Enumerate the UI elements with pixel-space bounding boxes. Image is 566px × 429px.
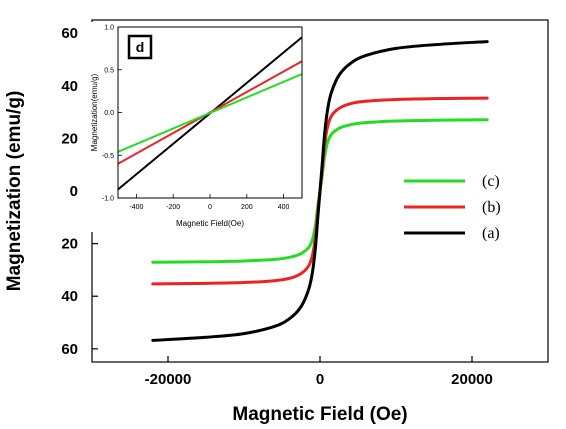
legend-label: (c) [482, 173, 500, 190]
inset-series [118, 36, 302, 191]
main-series-line [151, 40, 489, 342]
inset-y-tick-label: -0.5 [102, 153, 114, 160]
inset-y-axis-label: Magnetization(emu/g) [90, 73, 99, 151]
inset-y-tick-label: 1.0 [104, 25, 114, 32]
inset-x-tick-label: 0 [208, 204, 212, 211]
legend-label: (b) [482, 199, 501, 216]
x-tick-label: -20000 [145, 371, 192, 388]
inset-x-tick-label: 200 [241, 204, 253, 211]
inset-x-axis-label: Magnetic Field(Oe) [176, 219, 244, 228]
x-tick-label: 0 [316, 371, 324, 388]
inset-chart: -400 -200 0 200 400 1.0 0.5 0.0 -0.5 -1.0 d Magne… [84, 22, 308, 232]
inset-background [84, 22, 308, 232]
y-tick-label: 20 [61, 130, 78, 147]
inset-x-tick-label: -200 [166, 204, 180, 211]
y-axis-label: Magnetization (emu/g) [4, 91, 25, 292]
x-tick-label: 20000 [451, 371, 493, 388]
y-tick-label: 60 [61, 341, 78, 358]
inset-series-line [118, 73, 302, 153]
y-tick-label: 40 [61, 288, 78, 305]
y-tick-label: 0 [70, 183, 78, 200]
x-axis-label: Magnetic Field (Oe) [232, 404, 407, 425]
y-tick-label: 60 [61, 25, 78, 42]
y-tick-label: 40 [61, 78, 78, 95]
inset-x-tick-label: 400 [278, 204, 290, 211]
legend-label: (a) [482, 225, 500, 242]
legend: (c) (b) (a) [404, 173, 501, 242]
main-series [151, 40, 489, 342]
inset-panel-tag: d [136, 39, 145, 55]
y-tick-label: 20 [61, 236, 78, 253]
inset-ticks: -400 -200 0 200 400 1.0 0.5 0.0 -0.5 -1.0 [102, 25, 290, 212]
inset-y-tick-label: 0.5 [104, 67, 114, 74]
inset-y-tick-label: 0.0 [104, 110, 114, 117]
inset-panel-tag-box [127, 34, 153, 60]
inset-x-tick-label: -400 [129, 204, 143, 211]
inset-y-tick-label: -1.0 [102, 196, 114, 203]
